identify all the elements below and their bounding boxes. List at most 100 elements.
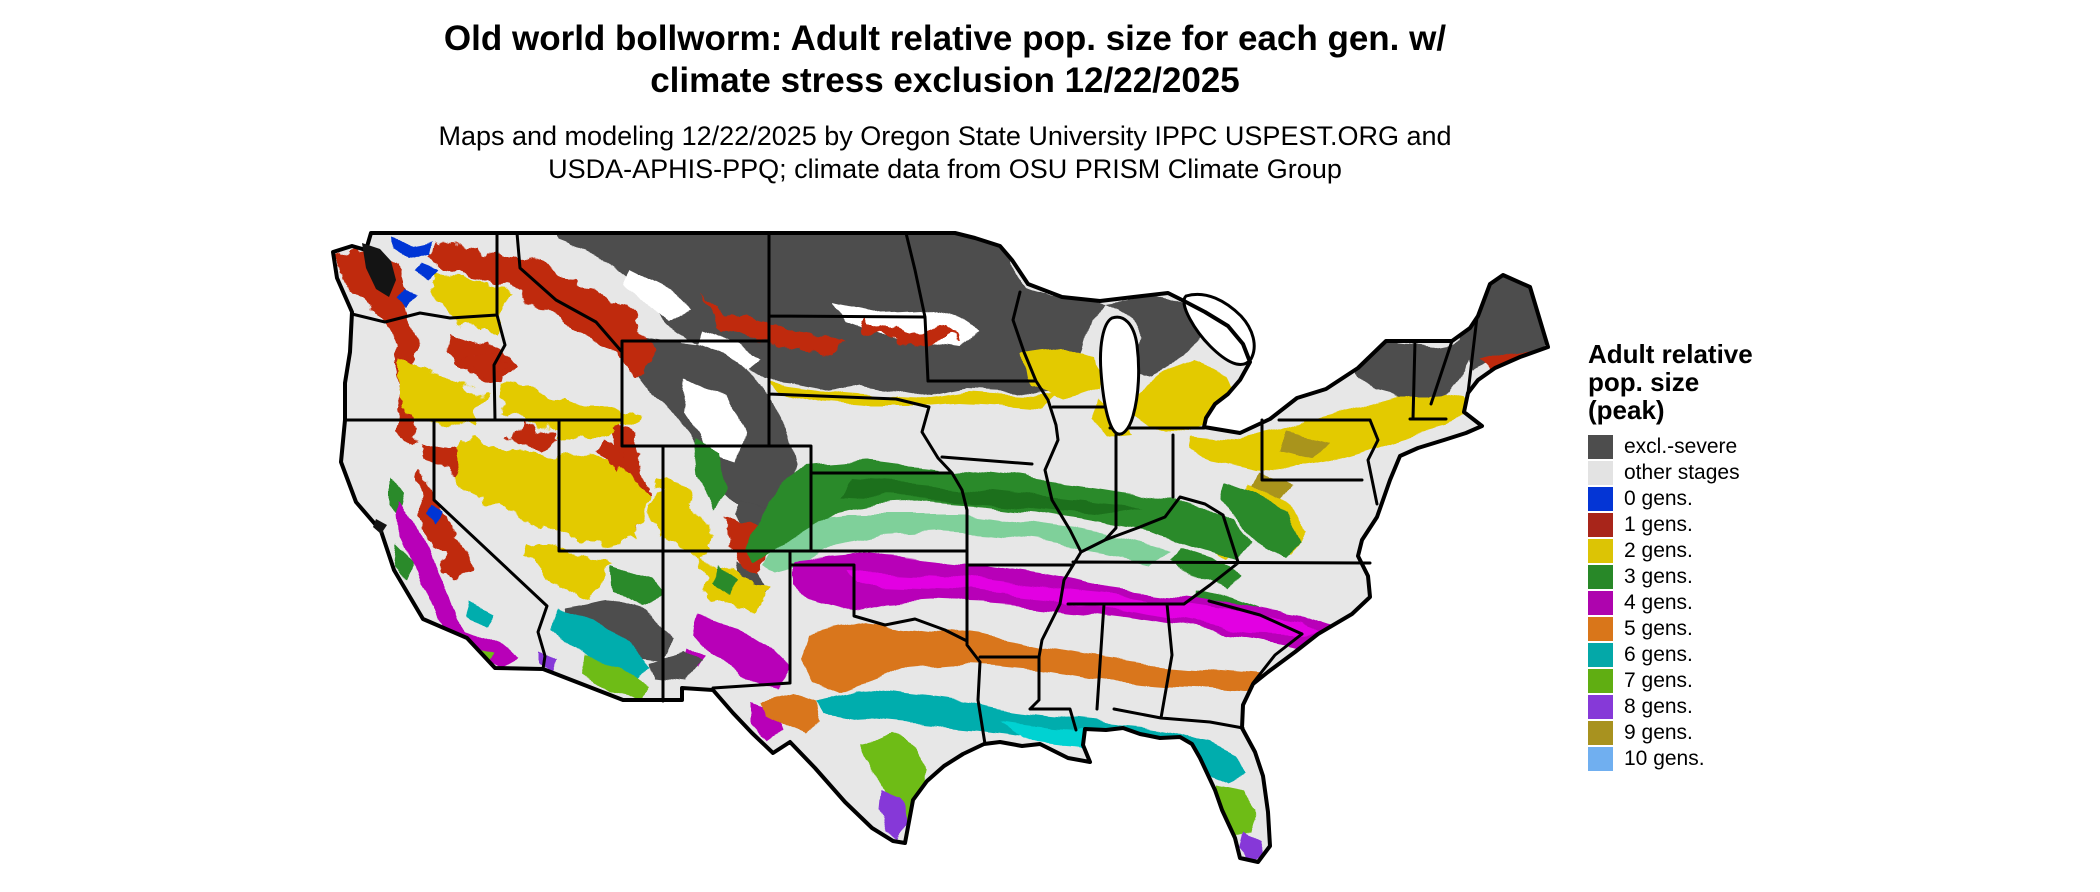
legend-item-g6: 6 gens. xyxy=(1588,642,1878,667)
region-orange-band xyxy=(800,622,1315,698)
subtitle-line-2: USDA-APHIS-PPQ; climate data from OSU PR… xyxy=(548,154,1342,184)
region-yellow-snv xyxy=(525,540,612,592)
legend-swatch-excl xyxy=(1588,434,1613,459)
legend-item-g1: 1 gens. xyxy=(1588,512,1878,537)
state-borders xyxy=(343,231,1479,746)
region-purple-sfl xyxy=(1238,832,1262,862)
legend-label-g7: 7 gens. xyxy=(1624,668,1693,692)
legend-label-g10: 10 gens. xyxy=(1624,746,1705,770)
region-green-kytn xyxy=(1172,548,1240,590)
region-white-basin xyxy=(684,378,744,462)
legend-item-g10: 10 gens. xyxy=(1588,746,1878,771)
region-excl-north xyxy=(545,233,1100,396)
region-red-accent xyxy=(512,420,560,448)
region-yellow-dakota-fringe xyxy=(772,382,1055,408)
legend-label-g5: 5 gens. xyxy=(1624,616,1693,640)
legend-label-g0: 0 gens. xyxy=(1624,486,1693,510)
legend-swatch-g10 xyxy=(1588,746,1613,771)
legend-title: Adult relative pop. size (peak) xyxy=(1588,340,1878,424)
region-red-mt-streak xyxy=(700,300,845,355)
legend-swatch-g2 xyxy=(1588,538,1613,563)
legend-label-g4: 4 gens. xyxy=(1624,590,1693,614)
legend-label-g9: 9 gens. xyxy=(1624,720,1693,744)
legend-title-line-1: Adult relative xyxy=(1588,339,1753,369)
legend-item-g0: 0 gens. xyxy=(1588,486,1878,511)
region-green-appalachia xyxy=(1218,480,1300,560)
legend-title-line-2: pop. size xyxy=(1588,367,1700,397)
legend-label-excl: excl.-severe xyxy=(1624,434,1738,458)
map-fill-layer xyxy=(333,233,1548,862)
region-yellow-ny-pa xyxy=(1188,390,1470,470)
legend-item-g5: 5 gens. xyxy=(1588,616,1878,641)
legend-label-g1: 1 gens. xyxy=(1624,512,1693,536)
page-title: Old world bollworm: Adult relative pop. … xyxy=(245,18,1645,102)
legend-swatch-other xyxy=(1588,460,1613,485)
region-excl-az xyxy=(562,598,672,658)
legend-swatch-g7 xyxy=(1588,668,1613,693)
legend-item-g4: 4 gens. xyxy=(1588,590,1878,615)
region-orange-bigbend xyxy=(760,692,820,735)
region-lime-fl xyxy=(1210,782,1258,836)
legend-swatch-g8 xyxy=(1588,694,1613,719)
region-red-accent xyxy=(592,440,628,470)
region-magenta-central-valley xyxy=(397,502,470,646)
legend-label-g3: 3 gens. xyxy=(1624,564,1693,588)
legend-title-line-3: (peak) xyxy=(1588,395,1665,425)
region-red-cascades xyxy=(333,248,420,445)
legend-swatch-g5 xyxy=(1588,616,1613,641)
legend-label-g6: 6 gens. xyxy=(1624,642,1693,666)
region-cyan-az xyxy=(550,608,650,682)
region-lime-swaz xyxy=(582,658,648,700)
region-yellow-plateau xyxy=(652,478,718,562)
legend-swatch-g4 xyxy=(1588,590,1613,615)
legend-item-g2: 2 gens. xyxy=(1588,538,1878,563)
puget-sound xyxy=(362,243,396,297)
legend-label-other: other stages xyxy=(1624,460,1740,484)
region-yellow-or xyxy=(396,358,488,428)
region-green-nm xyxy=(714,565,740,595)
region-green-ut xyxy=(692,438,728,508)
region-magenta-socal xyxy=(462,628,520,670)
region-excl-upper-michigan xyxy=(1100,294,1208,375)
region-green-ca-coast xyxy=(388,478,412,578)
title-line-2: climate stress exclusion 12/22/2025 xyxy=(650,61,1240,100)
legend-swatch-g1 xyxy=(1588,512,1613,537)
title-line-1: Old world bollworm: Adult relative pop. … xyxy=(443,19,1447,58)
legend-rows: excl.-severe other stages 0 gens. 1 gens. 2 … xyxy=(1588,434,1878,772)
legend-swatch-g3 xyxy=(1588,564,1613,589)
region-yellow-greatbasin xyxy=(452,438,652,545)
region-red-sierra xyxy=(418,478,468,585)
region-green-az xyxy=(610,565,662,608)
lake-michigan xyxy=(1099,315,1141,436)
region-white-patch xyxy=(622,270,690,322)
legend-item-other: other stages xyxy=(1588,460,1878,485)
region-olive-pa xyxy=(1278,432,1330,460)
region-red-nrockies xyxy=(430,240,658,372)
region-green-core xyxy=(840,480,1140,515)
region-cyan-socal xyxy=(468,600,495,625)
legend-item-g3: 3 gens. xyxy=(1588,564,1878,589)
legend-swatch-g0 xyxy=(1588,486,1613,511)
legend-swatch-g9 xyxy=(1588,720,1613,745)
sf-bay xyxy=(373,519,387,534)
legend-swatch-g6 xyxy=(1588,642,1613,667)
legend-item-g7: 7 gens. xyxy=(1588,668,1878,693)
legend: Adult relative pop. size (peak) excl.-se… xyxy=(1588,340,1878,772)
region-purple-txtip xyxy=(878,790,906,840)
region-red-mt-streak xyxy=(860,320,965,342)
page-subtitle: Maps and modeling 12/22/2025 by Oregon S… xyxy=(245,120,1645,186)
region-magenta-nmtx xyxy=(695,618,790,688)
region-yellow-snake xyxy=(500,388,640,438)
legend-label-g2: 2 gens. xyxy=(1624,538,1693,562)
subtitle-line-1: Maps and modeling 12/22/2025 by Oregon S… xyxy=(438,121,1452,151)
legend-item-excl: excl.-severe xyxy=(1588,434,1878,459)
map-regions xyxy=(333,233,1548,862)
region-lime-stx xyxy=(858,734,928,822)
legend-item-g8: 8 gens. xyxy=(1588,694,1878,719)
legend-label-g8: 8 gens. xyxy=(1624,694,1693,718)
conus-outline xyxy=(331,231,1550,864)
west-yellow-mottle xyxy=(396,268,772,618)
legend-item-g9: 9 gens. xyxy=(1588,720,1878,745)
